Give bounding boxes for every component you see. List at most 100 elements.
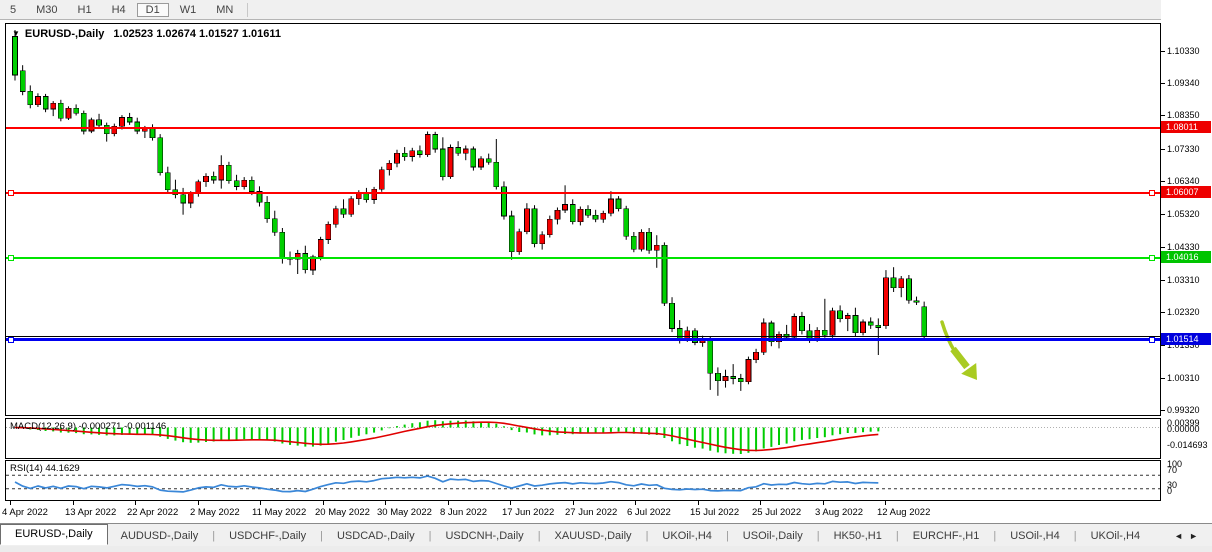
rsi-axis-label: 30 <box>1167 480 1178 490</box>
hline-handle[interactable] <box>1149 190 1155 196</box>
price-badge-1.08011: 1.08011 <box>1161 121 1211 133</box>
axis-tick <box>1161 247 1165 248</box>
time-tick <box>760 501 761 505</box>
price-tick-label: 1.08350 <box>1167 110 1200 120</box>
price-tick-label: 1.09340 <box>1167 78 1200 88</box>
timeframe-toolbar: 5 M30 H1 H4 D1 W1 MN <box>0 0 1212 20</box>
tab-eurchf-h1[interactable]: EURCHF-,H1 <box>912 529 980 542</box>
timeframe-m30[interactable]: M30 <box>36 3 58 16</box>
tab-ukoil-h4[interactable]: UKOil-,H4 <box>662 529 712 542</box>
time-tick <box>198 501 199 505</box>
hline-1.06007[interactable] <box>6 192 1160 194</box>
price-badge-1.01514: 1.01514 <box>1161 333 1211 345</box>
tab-scroll-left-icon[interactable]: ◄ <box>1174 530 1190 541</box>
tab-separator: | <box>320 529 323 542</box>
macd-label: MACD(12,26,9) -0.000271 -0.001146 <box>10 421 167 432</box>
time-label: 2 May 2022 <box>190 507 240 518</box>
time-label: 3 Aug 2022 <box>815 507 864 518</box>
macd-canvas <box>6 420 1160 454</box>
time-tick <box>573 501 574 505</box>
tab-scroll-right-icon[interactable]: ► <box>1189 530 1204 541</box>
timeframe-w1[interactable]: W1 <box>179 3 197 16</box>
axis-tick <box>1161 214 1165 215</box>
hline-handle[interactable] <box>8 190 14 196</box>
rsi-label: RSI(14) 44.1629 <box>10 463 80 474</box>
tab-xauusd-daily[interactable]: XAUUSD-,Daily <box>554 529 632 542</box>
hline-1.01514[interactable] <box>6 338 1160 341</box>
symbol-tabs: EURUSD-,Daily AUDUSD-,Daily | USDCHF-,Daily… <box>0 523 1212 547</box>
hline-1.04016[interactable] <box>6 257 1160 259</box>
time-tick <box>135 501 136 505</box>
tab-separator: | <box>993 529 997 542</box>
tab-eurusd-daily[interactable]: EURUSD-,Daily <box>0 524 108 545</box>
time-tick <box>885 501 886 505</box>
rsi-axis-label: 0 <box>1167 486 1173 496</box>
tab-separator: | <box>212 529 216 542</box>
macd-axis-label: 0.00000 <box>1167 424 1200 434</box>
tab-audusd-daily[interactable]: AUDUSD-,Daily <box>120 529 199 542</box>
tab-scroll-arrows[interactable]: ◄► <box>1174 531 1204 541</box>
time-tick <box>823 501 824 505</box>
axis-tick <box>1161 149 1165 150</box>
rsi-panel[interactable]: RSI(14) 44.1629 <box>5 460 1161 501</box>
tab-separator: | <box>537 529 541 542</box>
time-label: 8 Jun 2022 <box>440 507 488 518</box>
time-label: 15 Jul 2022 <box>690 507 740 518</box>
axis-tick <box>1161 280 1165 281</box>
tab-hk50-h1[interactable]: HK50-,H1 <box>833 529 882 542</box>
axis-tick <box>1161 115 1165 116</box>
timeframe-5[interactable]: 5 <box>10 3 17 16</box>
price-tick-label: 1.00310 <box>1167 373 1200 383</box>
time-tick <box>323 501 324 505</box>
hline-1.08011[interactable] <box>6 127 1160 129</box>
tab-usdchf-daily[interactable]: USDCHF-,Daily <box>229 529 307 542</box>
timeframe-d1[interactable]: D1 <box>136 2 169 17</box>
macd-axis-label: 0.00399 <box>1167 418 1200 428</box>
price-tick-label: 1.02320 <box>1167 307 1200 317</box>
axis-tick <box>1161 181 1165 182</box>
timeframe-h4[interactable]: H4 <box>111 3 126 16</box>
time-tick <box>510 501 511 505</box>
price-tick-label: 1.03310 <box>1167 275 1200 285</box>
axis-tick <box>1161 345 1165 346</box>
hline-black[interactable] <box>6 336 1160 337</box>
timeframe-h1[interactable]: H1 <box>77 3 92 16</box>
tab-separator: | <box>1073 529 1077 542</box>
timeframe-mn[interactable]: MN <box>216 3 234 16</box>
time-label: 27 Jun 2022 <box>565 507 618 518</box>
price-tick-label: 1.05320 <box>1167 209 1200 219</box>
tab-separator: | <box>895 529 899 542</box>
time-label: 4 Apr 2022 <box>2 507 48 518</box>
tab-separator: | <box>725 529 729 542</box>
hline-handle[interactable] <box>8 255 14 261</box>
rsi-axis-label: 100 <box>1167 459 1183 469</box>
price-badge-1.04016: 1.04016 <box>1161 251 1211 263</box>
axis-tick <box>1161 83 1165 84</box>
axis-tick <box>1161 51 1165 52</box>
rsi-axis-label: 70 <box>1167 465 1178 475</box>
price-tick-label: 1.04330 <box>1167 242 1200 252</box>
tab-usoil-daily[interactable]: USOil-,Daily <box>742 529 803 542</box>
chart-symbol-label: EURUSD-,Daily <box>24 28 105 40</box>
time-tick <box>698 501 699 505</box>
time-label: 11 May 2022 <box>252 507 307 518</box>
tab-usoil-h4[interactable]: USOil-,H4 <box>1010 529 1060 542</box>
time-tick <box>635 501 636 505</box>
tab-separator: | <box>645 529 649 542</box>
tab-ukoil-h4[interactable]: UKOil-,H4 <box>1090 529 1141 542</box>
tab-usdcnh-daily[interactable]: USDCNH-,Daily <box>445 529 524 542</box>
axis-tick <box>1161 378 1165 379</box>
hline-handle[interactable] <box>1149 255 1155 261</box>
time-label: 6 Jul 2022 <box>627 507 671 518</box>
hline-handle[interactable] <box>1149 337 1155 343</box>
sell-signal-arrow[interactable] <box>940 320 977 380</box>
time-label: 12 Aug 2022 <box>877 507 931 518</box>
price-chart-panel[interactable]: ▼ EURUSD-,Daily 1.02523 1.02674 1.01527 1.… <box>5 23 1161 416</box>
time-axis: 4 Apr 2022 13 Apr 2022 22 Apr 2022 2 May… <box>0 501 1212 522</box>
chart-ohlc-values: 1.02523 1.02674 1.01527 1.01611 <box>113 28 282 40</box>
symbol-dropdown-icon[interactable]: ▼ <box>12 29 20 38</box>
macd-panel[interactable]: MACD(12,26,9) -0.000271 -0.001146 <box>5 418 1161 459</box>
tab-usdcad-daily[interactable]: USDCAD-,Daily <box>336 529 415 542</box>
hline-handle[interactable] <box>8 337 14 343</box>
